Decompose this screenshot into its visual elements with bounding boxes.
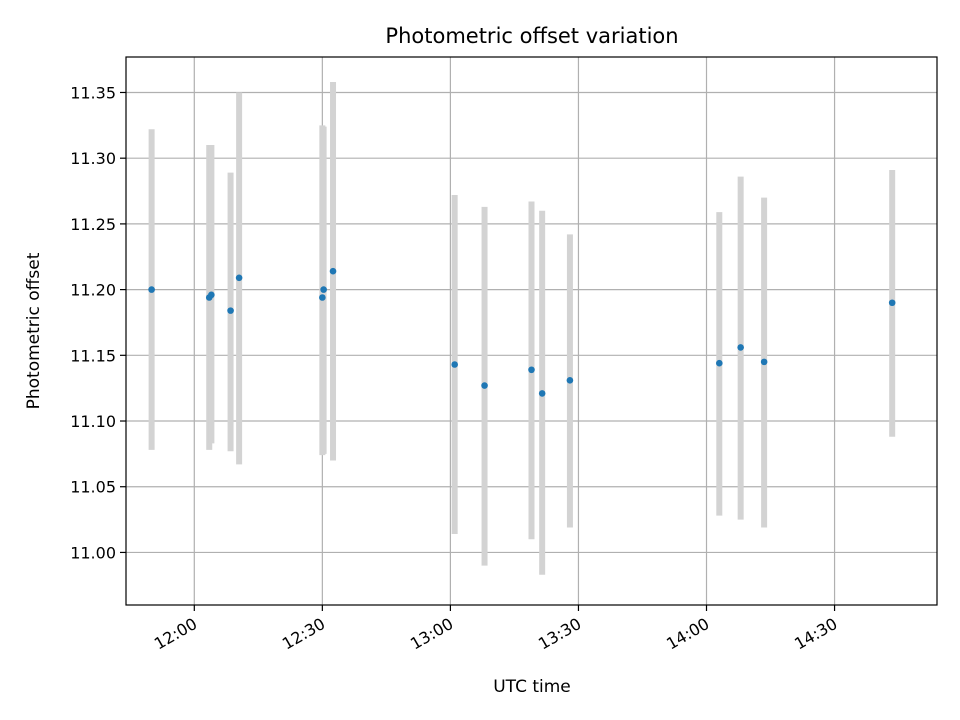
data-point [451,361,458,368]
data-point [235,274,243,282]
data-point [566,376,574,384]
chart-title: Photometric offset variation [385,24,678,48]
data-point [329,267,337,275]
y-axis: 11.00 11.05 11.10 11.15 11.20 11.25 11.30 11.35 [70,83,126,562]
grid [126,57,937,605]
data-point [148,286,155,293]
data-point [227,307,234,314]
data-point [528,366,535,374]
y-axis-title: Photometric offset [24,252,44,409]
data-point [319,294,326,301]
data-point [760,358,768,366]
y-tick-label: 11.10 [70,412,116,431]
y-tick-label: 11.25 [70,215,116,234]
data-point [888,299,896,307]
y-tick-label: 11.35 [70,83,116,102]
data-point [737,344,744,351]
data-point [208,291,215,299]
y-tick-label: 11.05 [70,478,116,497]
y-tick-label: 11.30 [70,149,116,168]
y-tick-label: 11.00 [70,543,116,562]
y-tick-label: 11.20 [70,281,116,300]
data-point [481,382,488,389]
data-point [716,359,723,367]
x-axis-title: UTC time [493,677,571,697]
plot-frame [125,56,938,606]
data-points [148,267,896,397]
data-point [320,286,327,293]
data-point [538,390,546,397]
y-tick-label: 11.15 [70,346,116,365]
